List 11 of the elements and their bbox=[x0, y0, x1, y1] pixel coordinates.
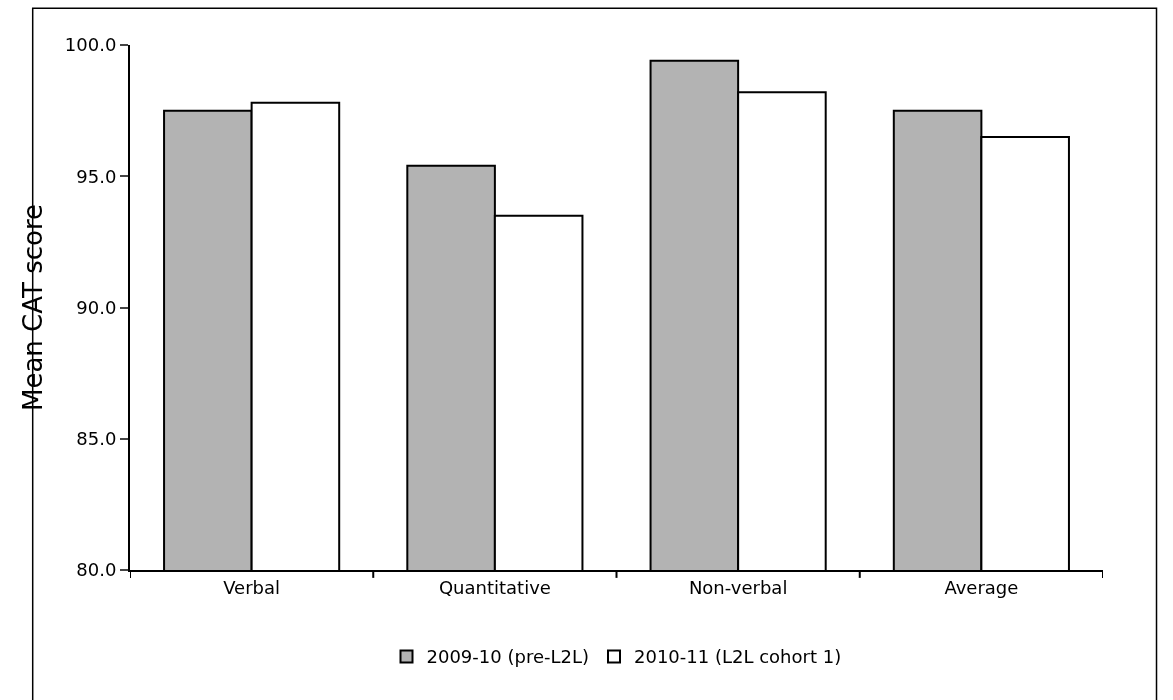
x-tick-label: Verbal bbox=[223, 576, 281, 598]
legend-label: 2009-10 (pre-L2L) bbox=[426, 646, 589, 668]
x-tick-label: Average bbox=[944, 576, 1019, 598]
legend-label: 2010-11 (L2L cohort 1) bbox=[633, 646, 842, 668]
y-tick-label: 100.0 bbox=[64, 34, 117, 56]
x-tick-label: Quantitative bbox=[438, 576, 551, 598]
y-tick-label: 85.0 bbox=[76, 428, 117, 450]
y-tick-label: 95.0 bbox=[76, 165, 117, 187]
x-tick-label: Non-verbal bbox=[688, 576, 788, 598]
y-tick-label: 90.0 bbox=[76, 296, 117, 318]
y-tick-label: 80.0 bbox=[76, 559, 117, 581]
